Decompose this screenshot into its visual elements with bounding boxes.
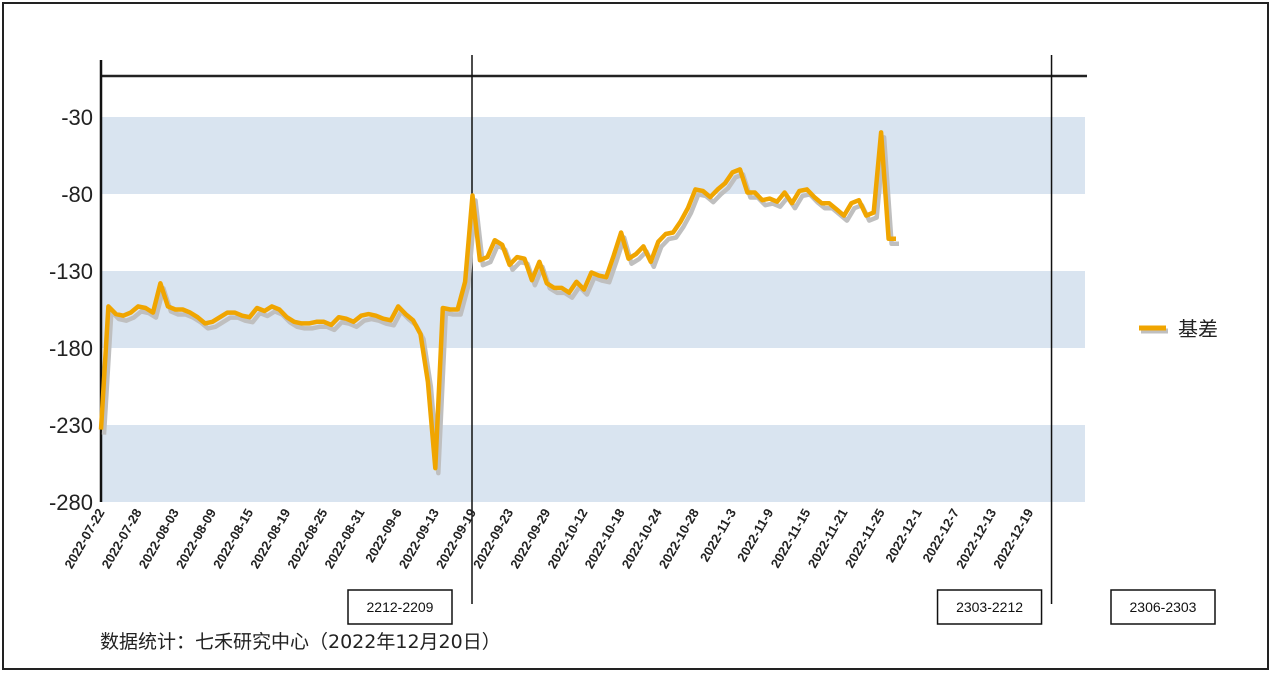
y-tick-label: -180 [49,336,93,361]
y-axis-ticks: -30 -80 -130 -180 -230 -280 [49,105,93,515]
x-tick-label: 2022-11-3 [697,506,739,564]
y-tick-label: -80 [61,182,93,207]
roll-box-label: 2303-2212 [956,599,1023,615]
roll-label-box: 2306-2303 [1110,589,1216,625]
roll-box-label: 2212-2209 [367,599,434,615]
roll-label-boxes: 2212-2209 2303-2212 2306-2303 [347,589,1216,625]
x-tick-label: 2022-12-7 [919,506,962,565]
roll-box-frame [347,589,453,625]
footer-source: 数据统计：七禾研究中心（2022年12月20日） [100,631,501,653]
roll-box-frame [1110,589,1216,625]
y-tick-label: -130 [49,259,93,284]
background-bands [101,117,1085,502]
legend-label: 基差 [1178,317,1218,341]
x-tick-label: 2022-11-9 [734,506,776,564]
legend: 基差 [1139,317,1218,341]
x-tick-label: 2022-12-1 [882,506,925,565]
y-tick-label: -230 [49,413,93,438]
roll-label-box: 2303-2212 [936,589,1043,625]
roll-label-box: 2212-2209 [347,589,453,625]
y-tick-label: -280 [49,490,93,515]
roll-box-frame [936,589,1043,625]
roll-box-label: 2306-2303 [1130,599,1197,615]
y-tick-label: -30 [61,105,93,130]
x-axis-ticks: 2022-07-222022-07-282022-08-032022-08-09… [61,505,1036,571]
series-line-basis [98,130,896,471]
x-tick-label: 2022-09-6 [362,506,405,565]
band [101,425,1085,502]
band [101,117,1085,194]
series-lines [98,130,899,476]
